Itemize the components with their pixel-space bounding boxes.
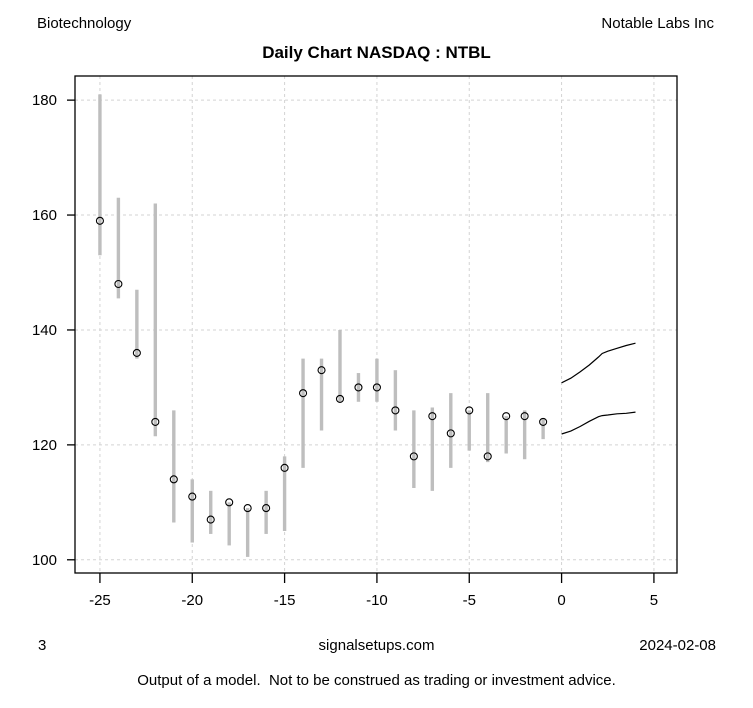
- close-point: [372, 383, 381, 392]
- close-point: [391, 406, 400, 415]
- page-number: 3: [38, 637, 47, 654]
- close-point: [299, 389, 308, 398]
- plot-border: [74, 75, 678, 574]
- x-tick-label: -15: [274, 592, 296, 609]
- x-tick-label: -20: [181, 592, 203, 609]
- x-tick-label: -25: [89, 592, 111, 609]
- chart-title: Daily Chart NASDAQ : NTBL: [262, 43, 491, 62]
- y-tick-label: 160: [32, 207, 57, 224]
- y-tick-label: 120: [32, 437, 57, 454]
- close-point: [520, 412, 529, 421]
- close-point: [354, 383, 363, 392]
- close-point: [262, 504, 271, 513]
- y-tick-label: 140: [32, 322, 57, 339]
- close-point: [188, 492, 197, 501]
- close-point: [243, 504, 252, 513]
- x-tick-label: 5: [650, 592, 658, 609]
- close-point: [446, 429, 455, 438]
- close-point: [335, 394, 345, 403]
- close-point: [151, 417, 160, 426]
- close-point: [465, 406, 474, 415]
- x-tick-label: 0: [557, 592, 565, 609]
- chart-svg: -25 -20 -15 -10 -5 0 5 100 120 140 160 180: [32, 75, 678, 609]
- company-label: Notable Labs Inc: [601, 15, 714, 32]
- chart-date: 2024-02-08: [639, 637, 716, 654]
- close-point: [206, 515, 215, 524]
- website-label: signalsetups.com: [318, 637, 435, 654]
- close-point: [502, 412, 511, 421]
- y-tick-label: 180: [32, 92, 57, 109]
- close-point: [280, 463, 289, 472]
- close-point: [114, 279, 123, 289]
- close-point: [428, 412, 437, 421]
- close-point: [409, 452, 418, 461]
- close-point: [225, 498, 234, 507]
- close-point: [483, 452, 492, 461]
- close-point: [169, 475, 178, 484]
- close-point: [539, 417, 548, 426]
- x-tick-label: -10: [366, 592, 388, 609]
- close-point: [95, 216, 104, 225]
- forecast-lower-line: [561, 411, 636, 435]
- close-point: [317, 366, 326, 375]
- y-tick-label: 100: [32, 552, 57, 569]
- close-point: [132, 348, 141, 357]
- forecast-upper-line: [561, 342, 636, 384]
- sector-label: Biotechnology: [37, 15, 132, 32]
- x-tick-label: -5: [463, 592, 476, 609]
- disclaimer-text: Output of a model. Not to be construed a…: [137, 672, 616, 689]
